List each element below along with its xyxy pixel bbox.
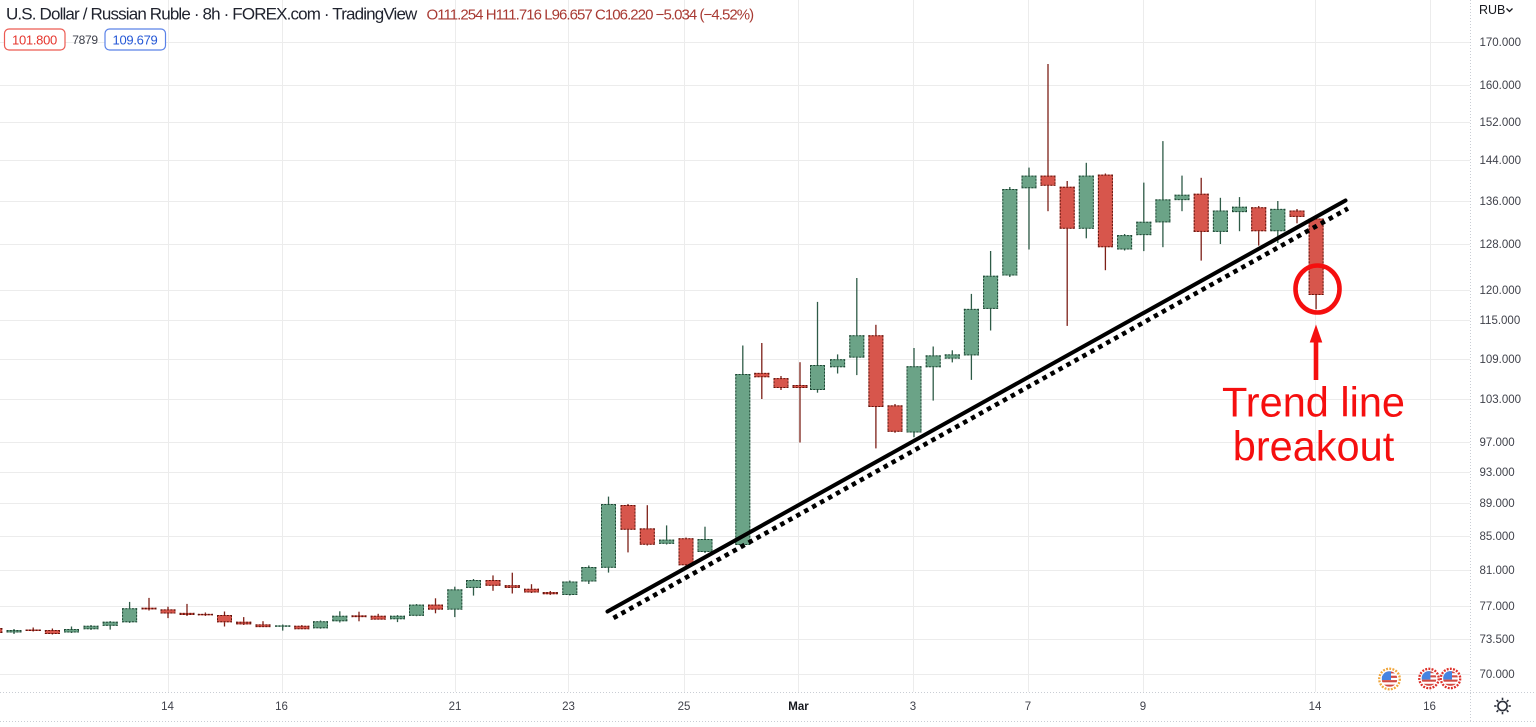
svg-text:85.000: 85.000: [1480, 531, 1515, 543]
svg-text:21: 21: [449, 701, 462, 713]
svg-text:152.000: 152.000: [1480, 117, 1522, 129]
svg-text:7: 7: [1025, 701, 1031, 713]
svg-text:RUB: RUB: [1479, 3, 1505, 17]
svg-text:16: 16: [275, 701, 288, 713]
svg-text:144.000: 144.000: [1480, 155, 1522, 167]
svg-text:14: 14: [1309, 701, 1322, 713]
svg-text:breakout: breakout: [1233, 423, 1395, 470]
svg-text:170.000: 170.000: [1480, 37, 1522, 49]
svg-text:93.000: 93.000: [1480, 467, 1515, 479]
svg-text:120.000: 120.000: [1480, 285, 1522, 297]
svg-text:109.679: 109.679: [113, 33, 158, 48]
svg-text:109.000: 109.000: [1480, 354, 1522, 366]
svg-text:128.000: 128.000: [1480, 239, 1522, 251]
svg-text:115.000: 115.000: [1480, 315, 1521, 327]
svg-text:89.000: 89.000: [1480, 498, 1515, 510]
svg-text:160.000: 160.000: [1480, 80, 1522, 92]
svg-text:U.S. Dollar / Russian Ruble ·: U.S. Dollar / Russian Ruble · 8h · FOREX…: [6, 5, 418, 24]
svg-text:23: 23: [562, 701, 575, 713]
svg-text:9: 9: [1140, 701, 1146, 713]
svg-text:73.500: 73.500: [1480, 634, 1515, 646]
svg-text:136.000: 136.000: [1480, 196, 1522, 208]
svg-text:16: 16: [1423, 701, 1436, 713]
svg-text:70.000: 70.000: [1480, 669, 1515, 681]
svg-text:Trend line: Trend line: [1222, 379, 1405, 426]
svg-text:14: 14: [161, 701, 174, 713]
svg-text:101.800: 101.800: [12, 33, 57, 48]
svg-text:81.000: 81.000: [1480, 565, 1515, 577]
svg-text:25: 25: [678, 701, 691, 713]
svg-text:7879: 7879: [72, 33, 98, 47]
svg-text:77.000: 77.000: [1480, 601, 1515, 613]
svg-text:Mar: Mar: [788, 701, 809, 713]
svg-text:97.000: 97.000: [1480, 437, 1515, 449]
svg-text:3: 3: [910, 701, 916, 713]
svg-text:103.000: 103.000: [1480, 394, 1522, 406]
svg-text:O111.254 H111.716 L96.657 C106: O111.254 H111.716 L96.657 C106.220 −5.03…: [427, 7, 755, 24]
